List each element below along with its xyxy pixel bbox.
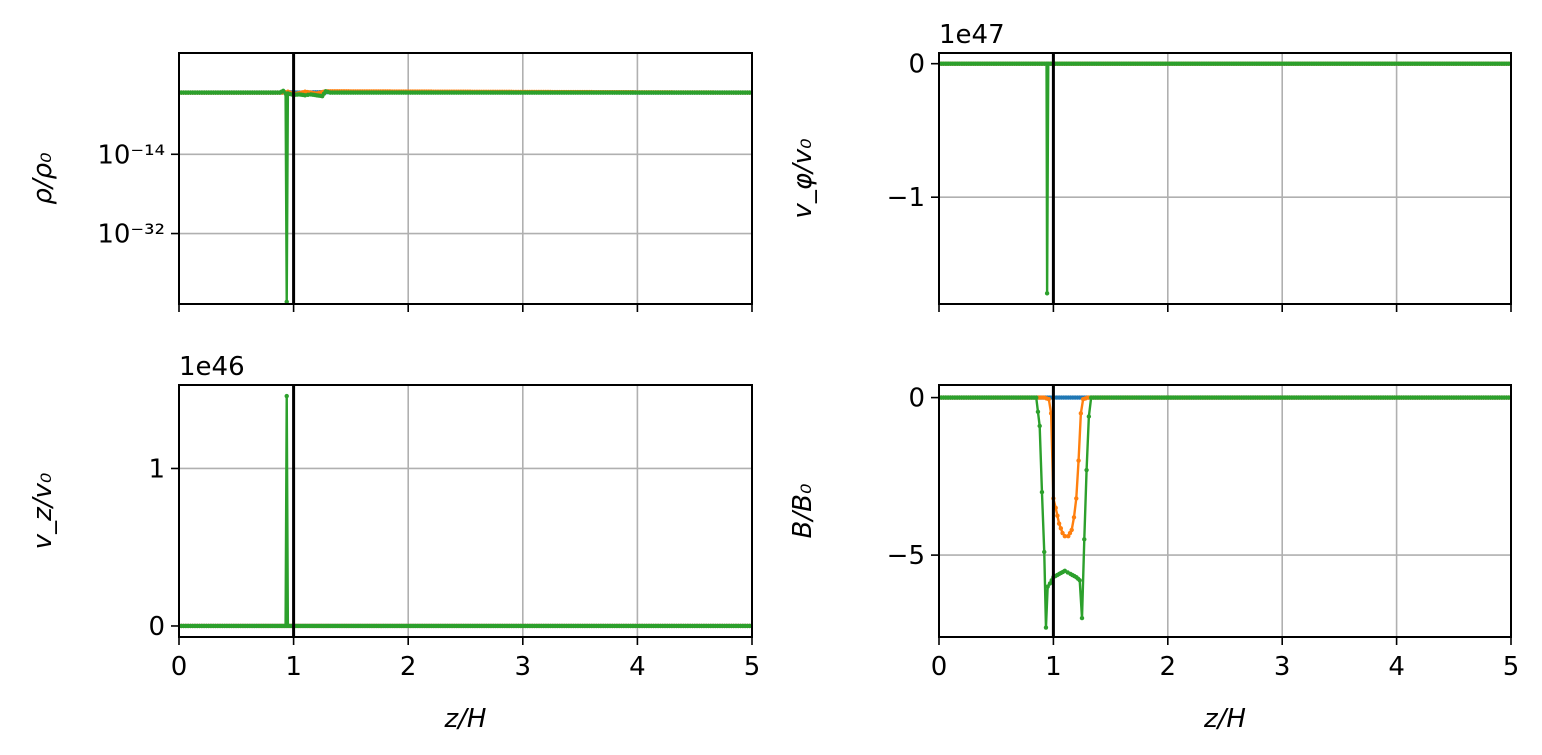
y-axis-label: ρ/ρ₀ — [28, 152, 58, 205]
data-point — [1506, 395, 1511, 400]
series-line-2 — [939, 62, 1511, 295]
data-point — [1506, 61, 1511, 66]
x-tick-label: 0 — [931, 652, 948, 682]
y-tick-label: 1 — [148, 454, 165, 484]
y-tick-label: 0 — [908, 384, 925, 414]
axes-frame — [938, 384, 1512, 638]
data-point — [1056, 521, 1062, 526]
subplot-vphi: 0 −1 1e47 v_φ/v₀ — [788, 20, 1512, 312]
x-tick-label: 4 — [1388, 652, 1405, 682]
series-line-2 — [179, 394, 752, 628]
data-point — [747, 90, 752, 95]
y-tick-label: 10⁻³² — [97, 220, 165, 250]
data-point — [1078, 411, 1084, 416]
axes-frame — [178, 52, 753, 305]
data-point — [1034, 395, 1039, 400]
data-point — [1035, 409, 1041, 414]
axes-frame — [178, 384, 753, 638]
y-tick-label: 10⁻¹⁴ — [97, 140, 165, 170]
x-tick-label: 1 — [285, 652, 302, 682]
subplot-bfield: 0 1 2 3 4 5 0 −5 B/B₀ z/H — [788, 384, 1519, 734]
data-point — [284, 299, 289, 304]
y-axis-label: v_z/v₀ — [28, 472, 58, 549]
data-point — [1069, 527, 1074, 533]
y-tick-label: 0 — [908, 50, 925, 80]
axes-frame — [938, 52, 1512, 305]
x-tick-label: 2 — [400, 652, 417, 682]
data-point — [1071, 515, 1077, 520]
data-point — [1046, 396, 1052, 402]
y-axis-label: B/B₀ — [788, 483, 818, 538]
data-point — [1062, 534, 1068, 539]
x-tick-label: 5 — [1503, 652, 1520, 682]
y-tick-label: −5 — [887, 541, 925, 571]
x-axis-label: z/H — [444, 704, 487, 734]
x-tick-label: 5 — [744, 652, 761, 682]
data-point — [1055, 513, 1060, 518]
data-point — [747, 623, 752, 629]
y-axis-label: v_φ/v₀ — [788, 138, 818, 219]
data-point — [1042, 549, 1047, 555]
data-point — [1086, 414, 1092, 419]
subplot-density: 10⁻¹⁴ 10⁻³² ρ/ρ₀ — [28, 52, 753, 312]
data-point — [1082, 537, 1087, 542]
data-point — [1037, 423, 1042, 429]
x-tick-label: 3 — [1274, 652, 1291, 682]
x-tick-label: 1 — [1045, 652, 1062, 682]
data-point — [1044, 291, 1050, 296]
data-point — [1079, 615, 1085, 621]
subplot-vz: 0 1 2 3 4 5 0 1 1e46 v_z/v₀ z/H — [28, 352, 760, 734]
data-point — [1039, 489, 1045, 495]
x-tick-label: 3 — [515, 652, 532, 682]
x-tick-label: 0 — [171, 652, 188, 682]
data-point — [1060, 530, 1065, 536]
data-point — [1084, 467, 1089, 473]
y-tick-label: 0 — [148, 612, 165, 642]
data-point — [1076, 458, 1081, 463]
series-line-2 — [939, 396, 1511, 629]
x-tick-label: 4 — [629, 652, 646, 682]
offset-text: 1e46 — [179, 352, 245, 382]
data-point — [1077, 578, 1082, 583]
data-point — [1074, 496, 1079, 501]
data-point — [284, 393, 289, 399]
data-point — [1045, 584, 1050, 589]
x-tick-label: 2 — [1160, 652, 1177, 682]
series-line-1 — [939, 396, 1511, 538]
data-point — [1058, 526, 1064, 531]
offset-text: 1e47 — [939, 20, 1005, 50]
y-tick-label: −1 — [887, 183, 925, 213]
data-point — [1043, 625, 1049, 630]
series-line-2 — [179, 89, 752, 303]
x-axis-label: z/H — [1203, 704, 1246, 734]
